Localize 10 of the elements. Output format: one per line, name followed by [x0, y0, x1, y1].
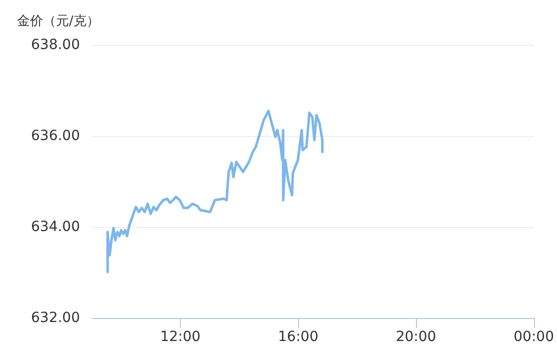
x-tick-label: 20:00 [396, 329, 436, 345]
line-series [106, 110, 324, 274]
x-tick-label: 00:00 [514, 329, 554, 345]
y-tick-label: 638.00 [31, 37, 80, 53]
y-axis-title: 金价（元/克） [17, 14, 100, 29]
y-tick-label: 636.00 [31, 128, 80, 144]
x-tick-label: 12:00 [160, 329, 201, 345]
x-tick-label: 16:00 [278, 329, 318, 345]
y-tick-label: 634.00 [31, 219, 80, 235]
y-tick-label: 632.00 [31, 310, 80, 326]
